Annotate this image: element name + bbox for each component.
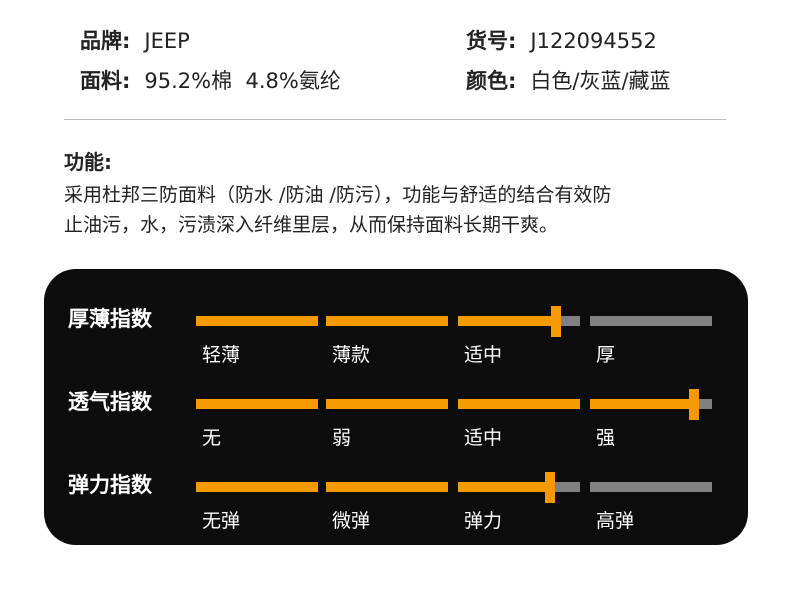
index-title-thickness: 厚薄指数 [68,307,152,331]
index-level-label: 弹力 [464,510,503,532]
index-level-label: 强 [596,427,616,449]
segment-fill [326,399,448,409]
index-marker [550,306,561,337]
index-segment [196,316,318,326]
index-segment [458,399,580,409]
index-title-elasticity: 弹力指数 [68,473,152,497]
index-marker [688,389,699,420]
item-no-value: J122094552 [530,29,657,53]
index-level-label: 弱 [332,427,352,449]
segment-fill [196,399,318,409]
segment-fill [326,482,448,492]
brand-value: JEEP [144,29,190,53]
item-no-label: 货号: [466,29,517,53]
index-marker [544,472,555,503]
segment-fill [196,482,318,492]
spec-material: 面料: 95.2%棉 4.8%氨纶 [80,68,341,94]
function-description: 采用杜邦三防面料（防水 /防油 /防污），功能与舒适的结合有效防 止油污，水，污… [64,180,754,240]
index-segment [458,482,580,492]
index-level-label: 无弹 [202,510,241,532]
index-segment [458,316,580,326]
index-segment [590,482,712,492]
function-line-1: 采用杜邦三防面料（防水 /防油 /防污），功能与舒适的结合有效防 [64,184,612,206]
segment-track [590,482,712,492]
index-row-breathability: 透气指数 无 弱 适中 强 [44,388,748,468]
index-level-label: 微弹 [332,510,371,532]
segment-fill [326,316,448,326]
color-value: 白色/灰蓝/藏蓝 [530,69,671,93]
index-level-label: 适中 [464,427,503,449]
function-line-2: 止油污，水，污渍深入纤维里层，从而保持面料长期干爽。 [64,214,559,236]
index-segment [326,399,448,409]
index-title-breathability: 透气指数 [68,390,152,414]
material-label: 面料: [80,69,131,93]
index-level-label: 薄款 [332,344,371,366]
index-row-thickness: 厚薄指数 轻薄 薄款 适中 厚 [44,305,748,385]
material-value: 95.2%棉 4.8%氨纶 [144,69,341,93]
index-segment [326,316,448,326]
index-panel: 厚薄指数 轻薄 薄款 适中厚 透气指数 无弱适中强 弹力指数 无弹 微弹 弹力 高弹 [44,269,748,545]
divider [64,119,726,120]
index-level-label: 轻薄 [202,344,241,366]
spec-brand: 品牌: JEEP [80,28,190,54]
index-row-elasticity: 弹力指数 无弹 微弹 弹力 高弹 [44,471,748,551]
segment-fill [458,482,550,492]
index-segment [196,399,318,409]
segment-fill [196,316,318,326]
segment-fill [458,316,556,326]
index-segment [326,482,448,492]
index-segment [590,399,712,409]
spec-color: 颜色: 白色/灰蓝/藏蓝 [466,68,671,94]
index-segment [590,316,712,326]
segment-fill [458,399,580,409]
index-segment [196,482,318,492]
spec-item-no: 货号: J122094552 [466,28,657,54]
color-label: 颜色: [466,69,517,93]
segment-fill [590,399,694,409]
function-title: 功能: [64,150,112,174]
index-level-label: 无 [202,427,222,449]
segment-track [590,316,712,326]
brand-label: 品牌: [80,29,131,53]
index-level-label: 高弹 [596,510,635,532]
index-level-label: 厚 [596,344,616,366]
index-level-label: 适中 [464,344,503,366]
